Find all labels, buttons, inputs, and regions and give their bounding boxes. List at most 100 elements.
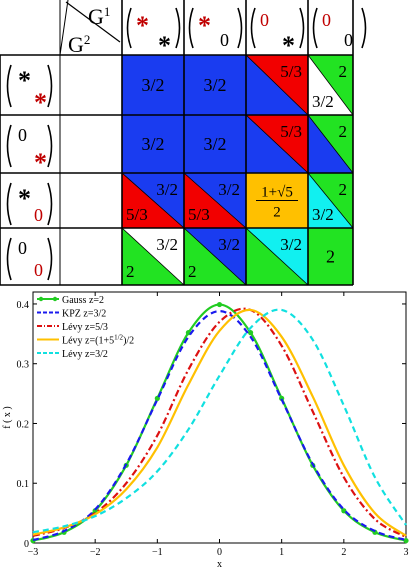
row-header: ** [6,64,53,117]
series-line [32,308,407,537]
column-bottom-symbol: * [282,31,295,60]
y-tick-label: 0 [24,539,29,550]
cell-upper-label: 2 [339,122,348,141]
cell-lower-label: 5/3 [126,205,148,224]
row-top-symbol: * [18,184,31,213]
legend-label: KPZ z=3/2 [62,309,106,320]
right-paren [361,7,367,49]
series-line [32,310,407,542]
label-g2-sup: 2 [84,32,91,47]
legend-label: Lévy z=5/3 [62,322,108,333]
left-paren [126,7,132,49]
label-g2: G2 [68,32,90,57]
table-cell: 3/2 5/3 [183,172,247,229]
series-line [32,308,407,534]
column-header: 00 [312,7,367,50]
legend-marker [38,296,44,302]
cell-diagonal [183,172,247,229]
legend-marker [52,296,58,302]
right-paren [299,7,305,49]
row-header: *0 [6,182,53,226]
cell-diagonal [307,54,354,116]
table-cell: 1+√5 2 [246,173,308,228]
cell-upper-label: 3/2 [218,235,240,254]
cell-fill [184,115,246,173]
cell-label: 3/2 [203,75,226,95]
x-tick-label: 3 [404,547,409,558]
y-tick-label: 0.2 [17,419,30,430]
table-cell: 5/3 [245,54,309,116]
cell-fill [184,55,246,115]
left-paren [6,124,12,168]
table-cell: 2 3/2 [307,172,354,229]
left-paren [6,237,12,281]
legend-label-tail: )/2 [123,336,134,347]
cell-diagonal [183,227,247,286]
label-g1: G1 [88,4,110,29]
cell-upper-label: 2 [339,62,348,81]
table-cell: 2 [307,114,354,174]
cell-lower-label: 2 [126,262,135,281]
row-bottom-symbol: 0 [34,205,43,225]
table-cell: 3/2 2 [121,227,185,286]
cell-diagonal [245,114,309,174]
cell-diagonal [307,172,354,229]
column-header: ** [126,7,181,60]
cell-upper-label: 3/2 [156,180,178,199]
x-tick-label: −2 [90,547,101,558]
column-bottom-symbol: * [158,31,171,60]
column-top-symbol: 0 [260,10,269,30]
cell-label: 3/2 [141,75,164,95]
cell-label: 3/2 [141,134,164,154]
series-point [279,395,285,401]
y-tick-label: 0.4 [17,300,30,311]
cell-diagonal [121,172,185,229]
column-top-symbol: * [136,11,149,40]
row-bottom-symbol: 0 [34,260,43,280]
cell-upper-label: 5/3 [280,122,302,141]
cell-diagonal [307,114,354,174]
distribution-chart: −3 −2 −1 0 1 2 3 0 0.1 0.2 0.3 0.4 x f ( x ) Gauss z=2… [2,291,409,570]
left-paren [312,7,318,49]
row-bottom-symbol: * [34,148,47,177]
cell-fill [122,115,184,173]
cell-diagonal [121,227,185,286]
column-header: * 0 [188,7,243,50]
table-cell: 3/2 [184,55,246,115]
series-point [247,330,254,336]
legend-label: Lévy z=3/2 [62,349,108,360]
header-diagonal-stub [59,0,69,56]
right-paren [47,64,53,108]
x-tick-label: 1 [279,547,284,558]
row-top-symbol: 0 [18,238,27,258]
row-top-symbol: * [18,66,31,95]
table-cell: 3/2 2 [183,227,247,286]
table-cell: 3/2 [245,227,309,286]
cell-denominator: 2 [273,205,281,221]
series-point [403,538,409,544]
legend-label: Gauss z=2 [62,295,104,306]
cell-label: 2 [326,247,335,267]
legend-label-sup: 1/2 [114,334,123,342]
x-axis-label: x [217,559,222,570]
column-header: 0* [250,7,305,60]
cell-upper-label: 3/2 [218,180,240,199]
table-cell: 3/2 5/3 [121,172,185,229]
plot-area [32,291,407,544]
left-paren [6,64,12,108]
row-header: 00 [6,237,53,281]
cell-fill [122,55,184,115]
right-paren [237,7,243,49]
cell-upper-label: 3/2 [280,235,302,254]
table-cell: 3/2 [122,115,184,173]
row-bottom-symbol: * [34,88,47,117]
row-header: 0* [6,124,53,177]
cell-label: 3/2 [203,134,226,154]
cell-lower-label: 3/2 [312,205,334,224]
right-paren [175,7,181,49]
table-cell: 2 [308,228,353,285]
cell-lower-label: 5/3 [188,205,210,224]
cell-lower-label: 2 [188,262,197,281]
left-paren [188,7,194,49]
